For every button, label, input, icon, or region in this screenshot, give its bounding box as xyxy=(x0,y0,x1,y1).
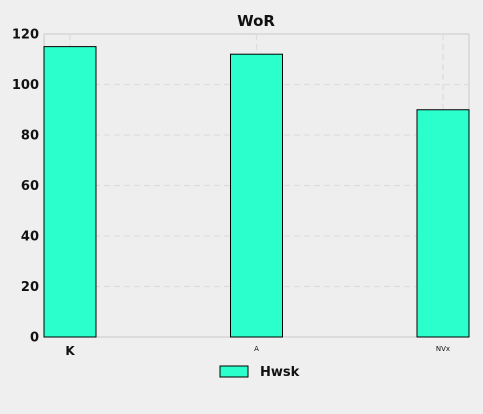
y-tick-label: 40 xyxy=(21,230,39,245)
bar-k[interactable] xyxy=(43,46,97,338)
x-tick-label: K xyxy=(65,344,75,358)
x-axis-ticks: K A NVx xyxy=(65,344,450,358)
legend-label: Hwsk xyxy=(260,365,300,380)
y-tick-label: 0 xyxy=(30,331,39,346)
bar-a[interactable] xyxy=(230,53,283,338)
x-tick-label: A xyxy=(254,345,259,353)
legend-swatch xyxy=(219,365,249,378)
bar-nvx[interactable] xyxy=(416,109,470,338)
y-axis-ticks: 0 20 40 60 80 100 120 xyxy=(12,28,39,346)
chart-title: WoR xyxy=(237,12,275,30)
y-tick-label: 80 xyxy=(21,129,39,144)
bars xyxy=(43,46,470,338)
y-tick-label: 20 xyxy=(21,280,39,295)
x-tick-label: NVx xyxy=(436,345,450,353)
legend[interactable]: Hwsk xyxy=(219,365,300,380)
y-tick-label: 120 xyxy=(12,28,39,43)
y-tick-label: 100 xyxy=(12,78,39,93)
y-tick-label: 60 xyxy=(21,179,39,194)
